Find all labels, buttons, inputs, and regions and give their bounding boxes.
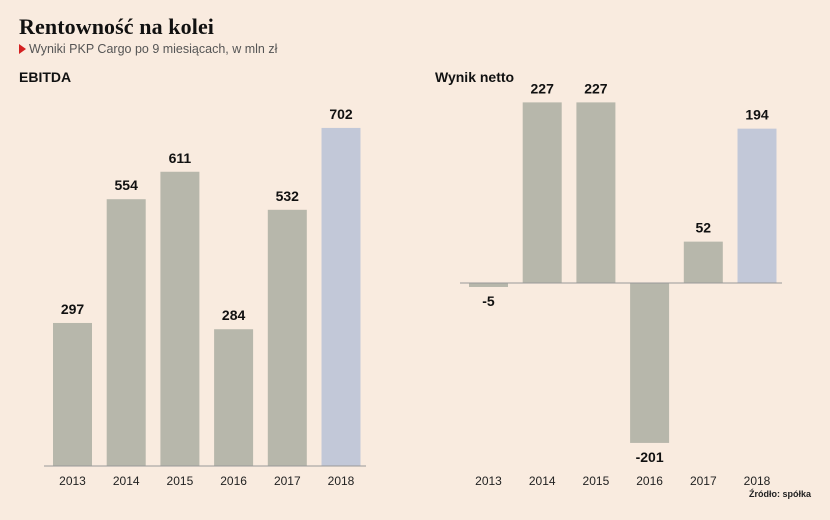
ebitda-bar-2013: [53, 322, 92, 466]
subtitle-text: Wyniki PKP Cargo po 9 miesiącach, w mln …: [29, 42, 278, 56]
ebitda-value-label-2013: 297: [61, 301, 85, 317]
net-income-value-label-2016: -201: [636, 449, 664, 465]
net-income-panel-title: Wynik netto: [435, 69, 515, 85]
ebitda-tick-label-2013: 2013: [59, 474, 86, 488]
ebitda-panel-title: EBITDA: [19, 69, 72, 85]
net-income-tick-label-2016: 2016: [636, 474, 663, 488]
net-income-bar-2018: [737, 128, 777, 283]
ebitda-bar-2016: [214, 329, 254, 466]
net-income-tick-label-2013: 2013: [475, 474, 502, 488]
net-income-bar-2014: [522, 102, 562, 283]
ebitda-tick-label-2014: 2014: [113, 474, 140, 488]
ebitda-tick-label-2015: 2015: [167, 474, 194, 488]
chart-title: Rentowność na kolei: [19, 14, 215, 39]
net-income-tick-label-2014: 2014: [529, 474, 556, 488]
chart-subtitle: Wyniki PKP Cargo po 9 miesiącach, w mln …: [19, 42, 277, 56]
ebitda-bar-2018: [321, 127, 361, 466]
ebitda-bar-2015: [160, 171, 200, 467]
net-income-bar-2016: [630, 283, 670, 443]
triangle-marker-icon: [19, 44, 26, 54]
net-income-value-label-2015: 227: [584, 80, 608, 96]
ebitda-tick-label-2017: 2017: [274, 474, 301, 488]
net-income-tick-label-2018: 2018: [744, 474, 771, 488]
net-income-tick-label-2015: 2015: [583, 474, 610, 488]
ebitda-bar-2017: [267, 209, 307, 467]
net-income-bar-2017: [683, 241, 723, 283]
ebitda-tick-label-2018: 2018: [328, 474, 355, 488]
ebitda-value-label-2016: 284: [222, 307, 246, 323]
net-income-value-label-2018: 194: [745, 107, 769, 123]
net-income-value-label-2017: 52: [696, 220, 712, 236]
source-note: Źródło: spółka: [748, 489, 811, 499]
ebitda-value-label-2015: 611: [169, 150, 192, 166]
net-income-value-label-2013: -5: [482, 293, 495, 309]
net-income-value-label-2014: 227: [531, 80, 555, 96]
ebitda-value-label-2018: 702: [329, 106, 353, 122]
ebitda-value-label-2014: 554: [115, 177, 139, 193]
ebitda-tick-label-2016: 2016: [220, 474, 247, 488]
net-income-bar-2015: [576, 102, 616, 283]
net-income-tick-label-2017: 2017: [690, 474, 717, 488]
ebitda-bar-2014: [106, 199, 146, 466]
net-income-bar-2013: [469, 283, 508, 287]
ebitda-value-label-2017: 532: [276, 188, 300, 204]
